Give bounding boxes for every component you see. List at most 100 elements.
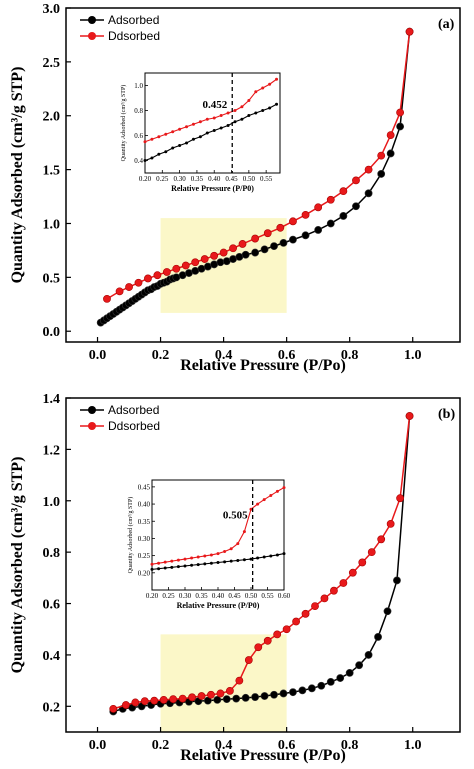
data-point-ddsorbed — [364, 165, 373, 174]
data-point-adsorbed — [326, 219, 335, 228]
inset-x-tick-label: 0.50 — [243, 175, 256, 183]
inset-data-point-adsorbed — [203, 562, 207, 566]
data-point-adsorbed — [216, 258, 225, 267]
data-point-ddsorbed — [150, 696, 159, 705]
data-point-ddsorbed — [244, 656, 253, 664]
inset-data-point-ddsorbed — [176, 558, 180, 562]
data-point-ddsorbed — [282, 625, 291, 634]
inset-data-point-ddsorbed — [240, 105, 244, 109]
inset-x-tick-label: 0.25 — [162, 592, 175, 600]
data-point-adsorbed — [232, 694, 241, 703]
data-point-adsorbed — [213, 695, 222, 704]
inset-data-point-adsorbed — [247, 114, 251, 117]
x-tick-label: 0.6 — [278, 348, 296, 363]
y-tick-label: 1.2 — [43, 443, 61, 458]
inset-data-point-adsorbed — [183, 564, 187, 568]
y-tick-label: 0.0 — [43, 325, 61, 340]
data-point-ddsorbed — [238, 240, 247, 248]
inset-data-point-adsorbed — [240, 117, 244, 121]
data-point-ddsorbed — [330, 586, 338, 595]
inset-data-point-ddsorbed — [275, 77, 279, 81]
inset-data-point-ddsorbed — [157, 135, 161, 139]
data-point-ddsorbed — [140, 697, 149, 706]
inset-x-tick-label: 0.30 — [173, 175, 186, 183]
y-tick-label: 1.4 — [43, 392, 61, 407]
inset-data-point-ddsorbed — [262, 498, 266, 502]
data-point-ddsorbed — [169, 695, 178, 704]
data-point-ddsorbed — [386, 131, 395, 140]
data-point-ddsorbed — [226, 686, 234, 695]
data-point-adsorbed — [270, 242, 278, 251]
data-point-ddsorbed — [292, 617, 300, 626]
data-point-ddsorbed — [144, 274, 152, 283]
inset-data-point-ddsorbed — [261, 86, 265, 90]
x-tick-label: 1.0 — [404, 348, 422, 363]
inset-marker-label: 0.452 — [202, 99, 227, 111]
inset-y-tick-label: 0.6 — [134, 132, 143, 140]
data-point-ddsorbed — [254, 643, 263, 652]
y-tick-label: 2.5 — [43, 56, 61, 71]
data-point-ddsorbed — [134, 278, 143, 287]
inset-data-point-adsorbed — [191, 137, 195, 141]
data-point-ddsorbed — [178, 694, 187, 703]
highlight-region — [160, 634, 287, 732]
data-point-adsorbed — [326, 678, 335, 686]
inset-data-point-adsorbed — [150, 156, 154, 160]
inset-data-point-adsorbed — [209, 561, 213, 565]
inset-y-tick-label: 0.35 — [138, 518, 151, 526]
inset-data-point-ddsorbed — [209, 553, 213, 557]
data-point-ddsorbed — [188, 693, 196, 702]
panel-label: (b) — [438, 407, 455, 422]
data-point-ddsorbed — [367, 548, 376, 557]
inset-data-point-adsorbed — [282, 552, 286, 556]
data-point-ddsorbed — [276, 223, 285, 232]
data-point-adsorbed — [289, 688, 297, 697]
inset-y-axis-label: Quantity Adsorbed (cm³/g STP) — [120, 85, 127, 162]
inset-data-point-adsorbed — [190, 563, 194, 567]
data-point-ddsorbed — [377, 151, 386, 160]
inset-data-point-adsorbed — [256, 556, 260, 560]
data-point-ddsorbed — [125, 283, 133, 291]
data-point-ddsorbed — [216, 689, 225, 698]
inset-y-tick-label: 0.8 — [134, 107, 143, 115]
inset-data-point-adsorbed — [226, 124, 230, 127]
data-point-ddsorbed — [162, 268, 171, 276]
data-point-ddsorbed — [263, 636, 272, 645]
y-tick-label: 0.5 — [43, 271, 61, 286]
data-point-ddsorbed — [396, 494, 405, 503]
y-tick-label: 0.8 — [43, 546, 61, 561]
data-point-adsorbed — [307, 684, 316, 693]
x-axis-label: Relative Pressure (P/Po) — [180, 747, 346, 764]
inset-data-point-adsorbed — [268, 106, 272, 110]
inset-x-axis-label: Relative Pressure (P/P0) — [171, 184, 254, 193]
inset-data-point-ddsorbed — [216, 552, 220, 556]
inset-data-point-adsorbed — [157, 567, 161, 571]
plot-frame — [65, 397, 461, 733]
inset-y-tick-label: 0.25 — [138, 552, 151, 560]
inset-data-point-adsorbed — [176, 565, 180, 569]
inset-data-point-adsorbed — [198, 135, 202, 139]
inset-data-point-ddsorbed — [256, 502, 260, 506]
inset-x-tick-label: 0.50 — [245, 592, 258, 600]
legend-marker-adsorbed — [88, 406, 96, 414]
inset-data-point-ddsorbed — [164, 132, 168, 136]
inset-data-point-adsorbed — [275, 553, 279, 557]
data-point-ddsorbed — [121, 701, 130, 709]
inset-data-point-adsorbed — [164, 150, 168, 154]
x-tick-label: 0.2 — [152, 738, 170, 753]
inset-x-tick-label: 0.45 — [228, 592, 241, 600]
inset-data-point-ddsorbed — [269, 493, 273, 497]
data-point-adsorbed — [377, 170, 386, 178]
legend-label-adsorbed: Adsorbed — [108, 403, 159, 417]
data-point-ddsorbed — [207, 690, 215, 699]
data-point-adsorbed — [336, 674, 345, 682]
inset-data-point-ddsorbed — [275, 489, 279, 493]
y-tick-label: 0.2 — [43, 700, 61, 715]
data-point-ddsorbed — [115, 287, 124, 296]
inset-data-point-ddsorbed — [233, 109, 237, 112]
inset-y-tick-label: 0.40 — [138, 501, 151, 509]
x-tick-label: 0.0 — [89, 348, 107, 363]
data-point-adsorbed — [339, 212, 348, 220]
data-point-adsorbed — [222, 695, 231, 704]
inset-data-point-ddsorbed — [282, 486, 286, 490]
